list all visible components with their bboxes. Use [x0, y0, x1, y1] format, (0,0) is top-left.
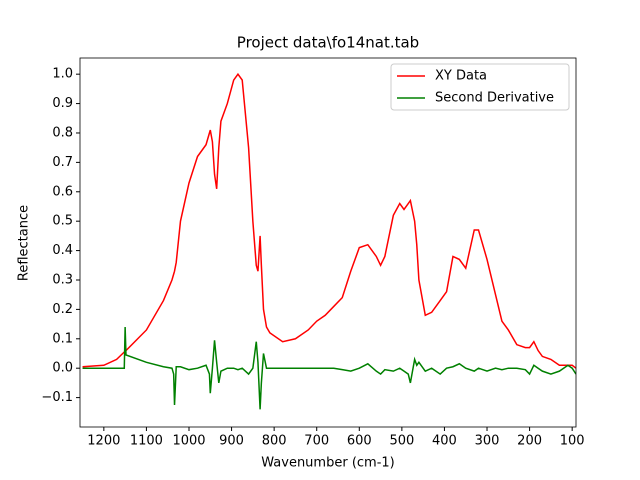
x-tick-label: 200	[517, 434, 542, 449]
y-tick-label: 1.0	[52, 67, 73, 82]
y-tick-label: 0.0	[52, 361, 73, 376]
x-tick-label: 400	[432, 434, 457, 449]
y-tick-label: 0.6	[52, 184, 73, 199]
y-tick-label: 0.9	[52, 96, 73, 111]
data-line	[82, 72, 576, 369]
y-tick-label: 0.3	[52, 272, 73, 287]
x-tick-label: 700	[304, 434, 329, 449]
y-tick-label: 0.7	[52, 155, 73, 170]
x-tick-label: 1200	[87, 434, 120, 449]
legend-label: Second Derivative	[435, 91, 554, 106]
x-tick-label: 600	[347, 434, 372, 449]
legend-box	[390, 63, 570, 111]
x-tick-label: 300	[475, 434, 500, 449]
legend-label: XY Data	[435, 69, 487, 84]
x-tick-label: 1000	[172, 434, 205, 449]
x-tick-label: 500	[389, 434, 414, 449]
x-axis-label: Wavenumber (cm-1)	[261, 456, 394, 471]
chart-title: Project data\fo14nat.tab	[237, 34, 419, 52]
x-tick-label: 900	[219, 434, 244, 449]
y-tick-label: 0.2	[52, 302, 73, 317]
y-tick-label: 0.8	[52, 125, 73, 140]
y-tick-label: 0.1	[52, 331, 73, 346]
y-tick-label: −0.1	[41, 390, 73, 405]
y-axis-label: Reflectance	[17, 205, 32, 281]
plot-frame	[79, 57, 577, 428]
x-tick-label: 800	[262, 434, 287, 449]
x-tick-label: 1100	[130, 434, 163, 449]
data-line	[82, 327, 576, 410]
x-tick-label: 100	[560, 434, 585, 449]
y-tick-label: 0.4	[52, 243, 73, 258]
y-tick-label: 0.5	[52, 214, 73, 229]
